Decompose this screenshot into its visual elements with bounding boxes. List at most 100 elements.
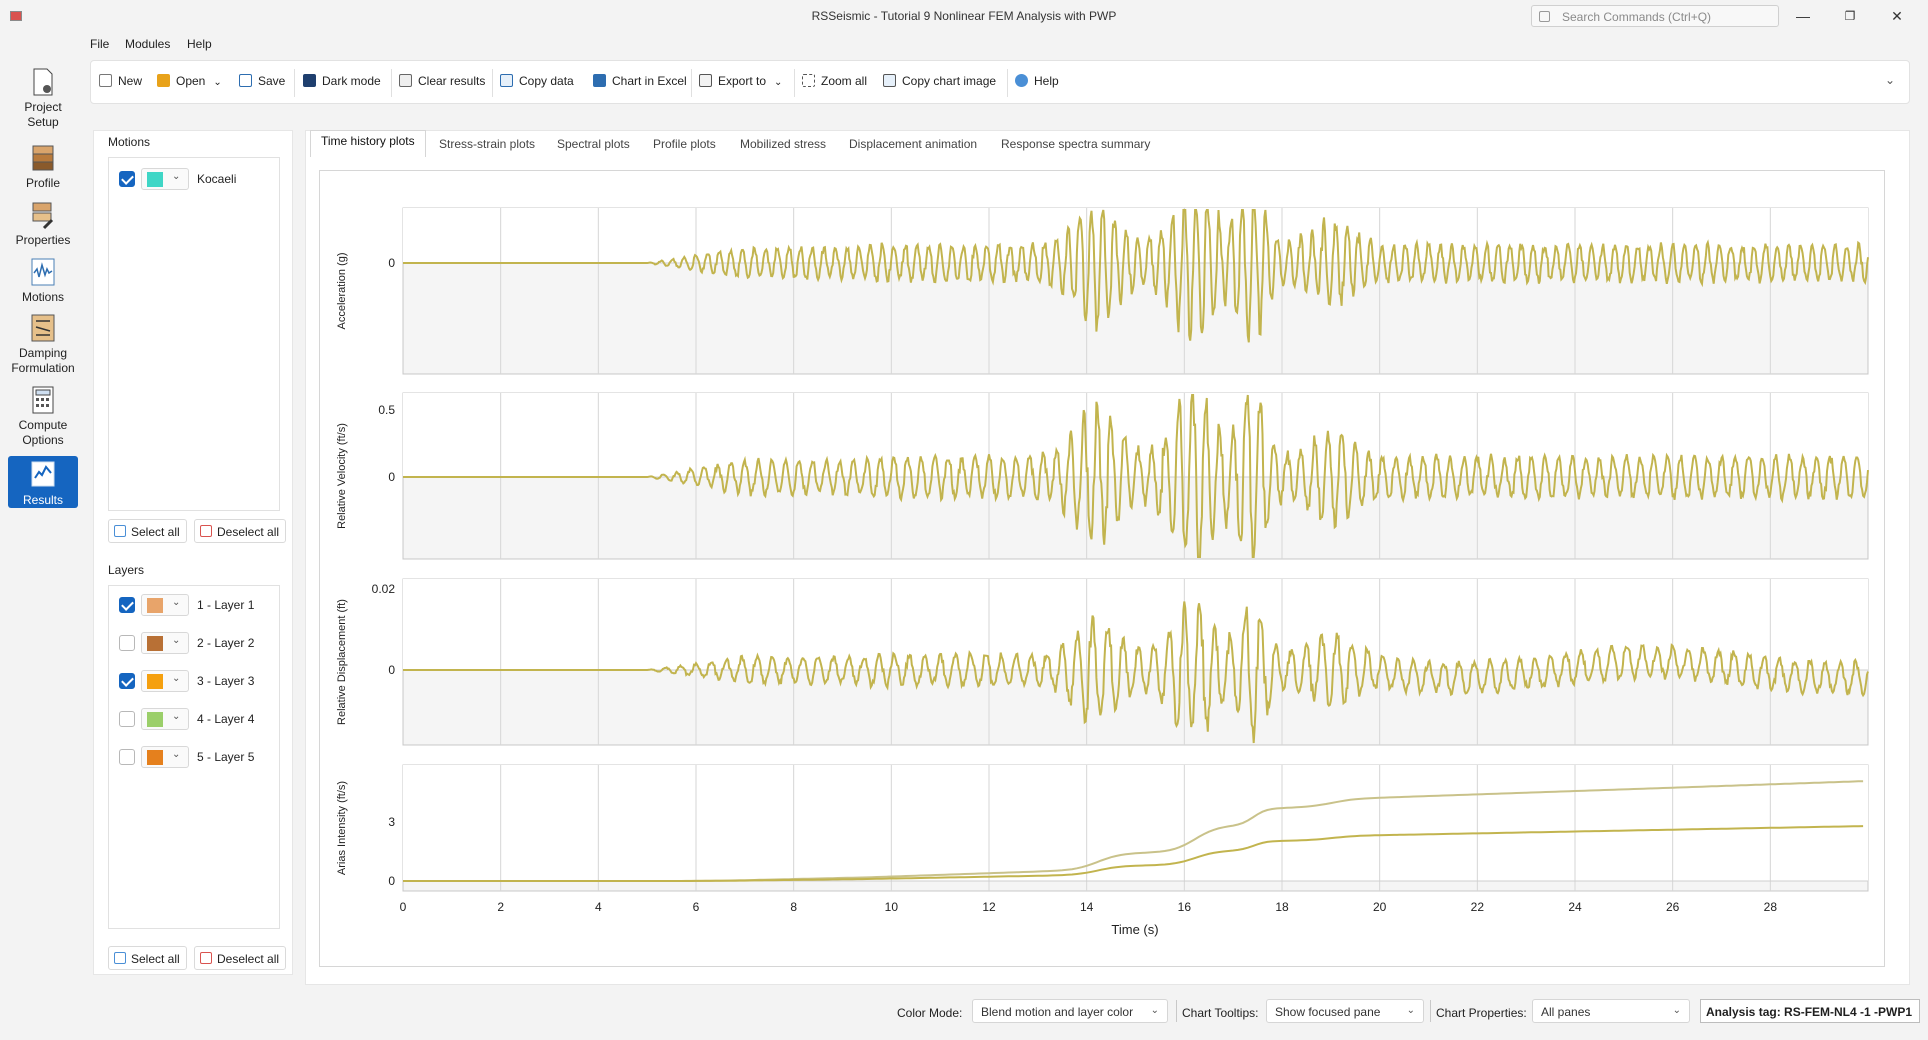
motions-deselect-all-button[interactable]: Deselect all xyxy=(194,519,287,543)
chevron-down-icon: ⌄ xyxy=(774,77,783,88)
nav-damping-formulation[interactable]: Damping Formulation xyxy=(8,313,78,376)
nav-profile[interactable]: Profile xyxy=(8,143,78,191)
list-item[interactable]: ⌄ 5 - Layer 5 xyxy=(119,746,279,768)
nav-label: Damping Formulation xyxy=(11,346,75,375)
layers-select-all-button[interactable]: Select all xyxy=(108,946,187,970)
layer-checkbox[interactable] xyxy=(119,711,135,727)
chevron-down-icon: ⌄ xyxy=(172,597,181,608)
copy-image-icon xyxy=(883,74,896,87)
motion-label: Kocaeli xyxy=(197,172,237,186)
nav-label: Profile xyxy=(25,176,60,190)
layer-color-picker[interactable]: ⌄ xyxy=(141,708,189,730)
tab-response-spectra-summary[interactable]: Response spectra summary xyxy=(1001,137,1151,151)
chart-in-excel-button[interactable]: Chart in Excel xyxy=(593,74,687,88)
copy-chart-image-button[interactable]: Copy chart image xyxy=(883,74,996,88)
tab-profile-plots[interactable]: Profile plots xyxy=(653,137,716,151)
layer-color-picker[interactable]: ⌄ xyxy=(141,594,189,616)
chart-properties-select[interactable]: All panes ⌄ xyxy=(1532,999,1690,1023)
new-button[interactable]: New xyxy=(99,74,142,88)
search-placeholder: Search Commands (Ctrl+Q) xyxy=(1562,10,1712,24)
toolbar: New Open ⌄ Save Dark mode Clear results C… xyxy=(90,60,1910,104)
title-bar: RSSeismic - Tutorial 9 Nonlinear FEM Ana… xyxy=(0,0,1928,32)
layer-checkbox[interactable] xyxy=(119,635,135,651)
chevron-down-icon: ⌄ xyxy=(1406,1005,1415,1016)
nav-compute-options[interactable]: Compute Options xyxy=(8,385,78,448)
series-line xyxy=(403,601,1869,744)
layer-checkbox[interactable] xyxy=(119,749,135,765)
layers-title: Layers xyxy=(108,563,145,577)
motion-color-picker[interactable]: ⌄ xyxy=(141,168,189,190)
motion-checkbox[interactable] xyxy=(119,171,135,187)
save-button[interactable]: Save xyxy=(239,74,285,88)
nav-project-setup[interactable]: Project Setup xyxy=(8,67,78,130)
zoom-all-icon xyxy=(802,74,815,87)
color-swatch xyxy=(147,712,163,727)
maximize-icon[interactable]: ❐ xyxy=(1844,9,1856,23)
time-history-chart[interactable]: 0 Acceleration (g) 0.5 0 Relative Velocity (… xyxy=(319,170,1885,967)
chart-tooltips-select[interactable]: Show focused pane ⌄ xyxy=(1266,999,1424,1023)
layer-label: 2 - Layer 2 xyxy=(197,636,255,650)
menu-file[interactable]: File xyxy=(90,37,110,51)
x-tick-label: 2 xyxy=(497,900,504,914)
clear-results-icon xyxy=(399,74,412,87)
x-tick-label: 24 xyxy=(1568,900,1582,914)
nav-properties[interactable]: Properties xyxy=(8,200,78,248)
layer-label: 5 - Layer 5 xyxy=(197,750,255,764)
tab-spectral-plots[interactable]: Spectral plots xyxy=(557,137,630,151)
close-icon[interactable]: ✕ xyxy=(1891,8,1903,24)
export-icon xyxy=(699,74,712,87)
list-item[interactable]: ⌄ 4 - Layer 4 xyxy=(119,708,279,730)
x-tick-label: 18 xyxy=(1275,900,1289,914)
list-item[interactable]: ⌄ 3 - Layer 3 xyxy=(119,670,279,692)
layer-checkbox[interactable] xyxy=(119,597,135,613)
dark-mode-button[interactable]: Dark mode xyxy=(303,74,381,88)
tab-time-history-plots[interactable]: Time history plots xyxy=(310,130,426,157)
series-line xyxy=(403,394,1869,558)
window-title: RSSeismic - Tutorial 9 Nonlinear FEM Ana… xyxy=(811,9,1117,23)
motions-select-all-button[interactable]: Select all xyxy=(108,519,187,543)
tab-displacement-animation[interactable]: Displacement animation xyxy=(849,137,978,151)
export-to-button[interactable]: Export to ⌄ xyxy=(699,74,782,88)
layer-checkbox[interactable] xyxy=(119,673,135,689)
list-item[interactable]: ⌄ 2 - Layer 2 xyxy=(119,632,279,654)
series-line xyxy=(403,825,1864,882)
layers-deselect-all-button[interactable]: Deselect all xyxy=(194,946,287,970)
layer-color-picker[interactable]: ⌄ xyxy=(141,746,189,768)
zoom-all-button[interactable]: Zoom all xyxy=(802,74,867,88)
minimize-icon[interactable]: — xyxy=(1796,8,1810,24)
motions-list: ⌄ Kocaeli xyxy=(108,157,280,511)
color-swatch xyxy=(147,750,163,765)
x-tick-label: 6 xyxy=(693,900,700,914)
layers-list: ⌄ 1 - Layer 1 ⌄ 2 - Layer 2 ⌄ 3 - Layer … xyxy=(108,585,280,929)
tab-mobilized-stress[interactable]: Mobilized stress xyxy=(740,137,827,151)
excel-chart-icon xyxy=(593,74,606,87)
chevron-down-icon: ⌄ xyxy=(172,749,181,760)
search-commands-input[interactable]: Search Commands (Ctrl+Q) xyxy=(1531,5,1779,27)
new-file-icon xyxy=(99,74,112,87)
toolbar-separator xyxy=(794,69,795,97)
chevron-down-icon[interactable]: ⌄ xyxy=(1884,73,1895,87)
menu-modules[interactable]: Modules xyxy=(125,37,171,51)
nav-label: Motions xyxy=(21,290,65,304)
nav-motions[interactable]: Motions xyxy=(8,257,78,305)
toolbar-separator xyxy=(492,69,493,97)
list-item[interactable]: ⌄ Kocaeli xyxy=(119,168,279,190)
select-all-icon xyxy=(114,952,126,964)
list-item[interactable]: ⌄ 1 - Layer 1 xyxy=(119,594,279,616)
x-tick-label: 14 xyxy=(1080,900,1094,914)
compute-icon xyxy=(32,386,54,414)
nav-results[interactable]: Results xyxy=(8,456,78,508)
copy-data-button[interactable]: Copy data xyxy=(500,74,574,88)
tab-stress-strain-plots[interactable]: Stress-strain plots xyxy=(439,137,536,151)
x-axis-label: Time (s) xyxy=(1111,922,1158,937)
save-icon xyxy=(239,74,252,87)
layer-color-picker[interactable]: ⌄ xyxy=(141,632,189,654)
layer-color-picker[interactable]: ⌄ xyxy=(141,670,189,692)
help-button[interactable]: Help xyxy=(1015,74,1059,88)
menu-help[interactable]: Help xyxy=(187,37,212,51)
color-mode-select[interactable]: Blend motion and layer color ⌄ xyxy=(972,999,1168,1023)
y-axis-label: Arias Intensity (ft/s) xyxy=(336,781,348,875)
open-button[interactable]: Open ⌄ xyxy=(157,74,222,88)
y-tick-label: 0.02 xyxy=(372,582,396,596)
clear-results-button[interactable]: Clear results xyxy=(399,74,485,88)
